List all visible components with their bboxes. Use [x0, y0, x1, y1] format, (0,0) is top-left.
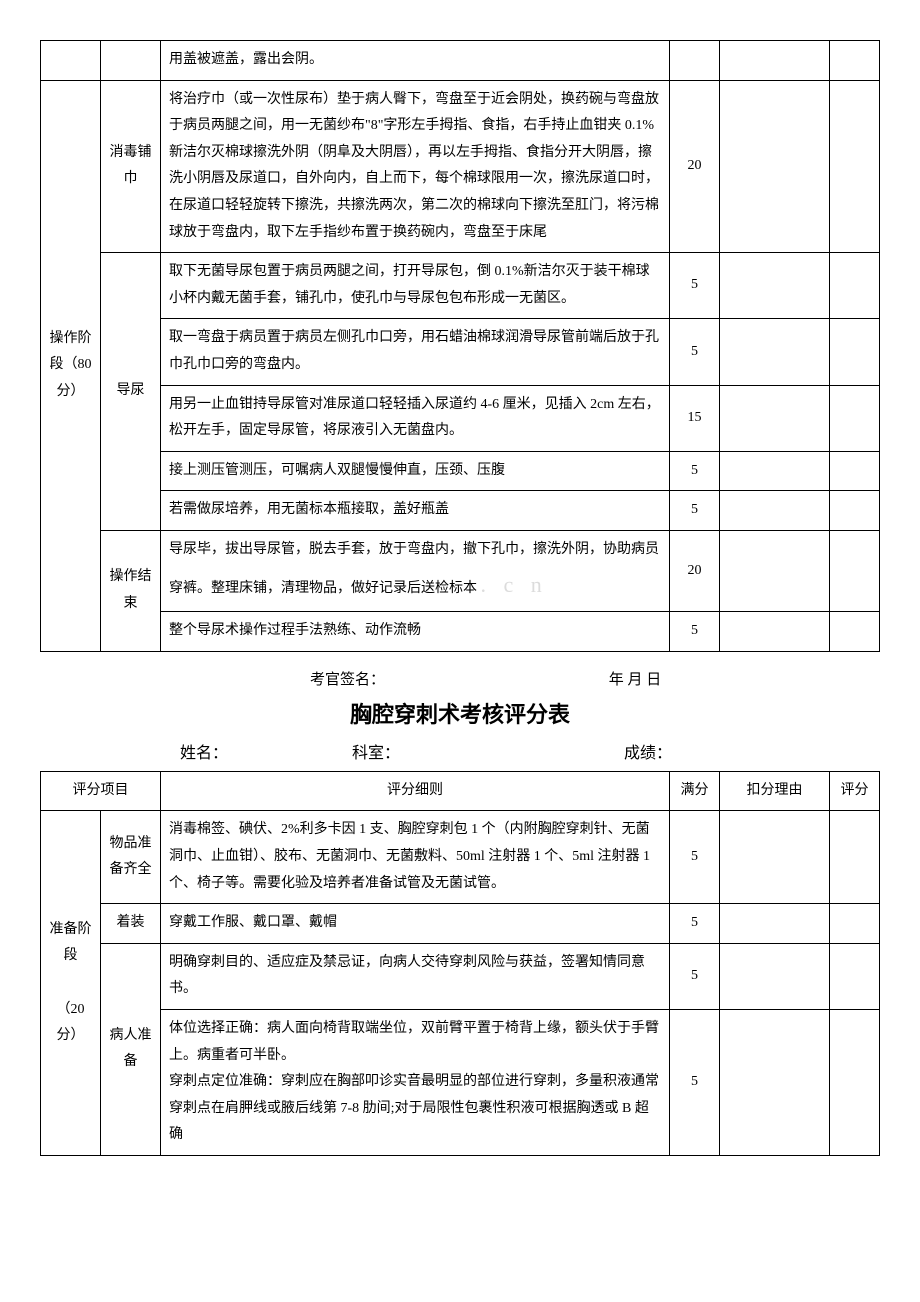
- hdr-grade: 评分: [830, 771, 880, 811]
- detail-cell: 穿戴工作服、戴口罩、戴帽: [161, 904, 670, 944]
- table-row: 用另一止血钳持导尿管对准尿道口轻轻插入尿道约 4-6 厘米，见插入 2cm 左右…: [41, 385, 880, 451]
- score-cell: 5: [670, 253, 720, 319]
- detail-cell: 整个导尿术操作过程手法熟练、动作流畅: [161, 612, 670, 652]
- table-row: 操作结束 导尿毕，拔出导尿管，脱去手套，放于弯盘内，撤下孔巾，擦洗外阴，协助病员…: [41, 530, 880, 611]
- detail-cell: 取下无菌导尿包置于病员两腿之间，打开导尿包，倒 0.1%新洁尔灭于装干棉球小杯内…: [161, 253, 670, 319]
- phase-cell: 准备阶段 （20分）: [41, 811, 101, 1156]
- detail-cell: 体位选择正确：病人面向椅背取端坐位，双前臂平置于椅背上缘，额头伏于手臂上。病重者…: [161, 1010, 670, 1156]
- watermark-text: . c n: [481, 572, 548, 597]
- hdr-full: 满分: [670, 771, 720, 811]
- sub-cell: 消毒铺巾: [101, 80, 161, 253]
- score-cell: 5: [670, 491, 720, 531]
- score-cell: 5: [670, 451, 720, 491]
- sub-cell: 着装: [101, 904, 161, 944]
- score-cell: 5: [670, 612, 720, 652]
- score-cell: 5: [670, 943, 720, 1009]
- score-cell: 20: [670, 530, 720, 611]
- date-label: 年 月 日: [609, 668, 662, 689]
- score-cell: 5: [670, 904, 720, 944]
- sub-cell: 操作结束: [101, 530, 161, 651]
- table-row: 整个导尿术操作过程手法熟练、动作流畅 5: [41, 612, 880, 652]
- score-cell: 15: [670, 385, 720, 451]
- hdr-detail: 评分细则: [161, 771, 670, 811]
- thoracentesis-table: 评分项目 评分细则 满分 扣分理由 评分 准备阶段 （20分） 物品准备齐全 消…: [40, 771, 880, 1156]
- catheterization-table: 用盖被遮盖，露出会阴。 操作阶段（80 分） 消毒铺巾 将治疗巾（或一次性尿布）…: [40, 40, 880, 652]
- table-header-row: 评分项目 评分细则 满分 扣分理由 评分: [41, 771, 880, 811]
- table-row: 体位选择正确：病人面向椅背取端坐位，双前臂平置于椅背上缘，额头伏于手臂上。病重者…: [41, 1010, 880, 1156]
- table-row: 准备阶段 （20分） 物品准备齐全 消毒棉签、碘伏、2%利多卡因 1 支、胸腔穿…: [41, 811, 880, 904]
- table-row: 用盖被遮盖，露出会阴。: [41, 41, 880, 81]
- sub-cell: 病人准备: [101, 943, 161, 1155]
- name-label: 姓名：: [180, 739, 228, 763]
- phase-cell: 操作阶段（80 分）: [41, 80, 101, 651]
- score-cell: 20: [670, 80, 720, 253]
- table-row: 接上测压管测压，可嘱病人双腿慢慢伸直，压颈、压腹 5: [41, 451, 880, 491]
- table-row: 取一弯盘于病员置于病员左侧孔巾口旁，用石蜡油棉球润滑导尿管前端后放于孔巾孔巾口旁…: [41, 319, 880, 385]
- score-label: 成绩：: [624, 739, 672, 763]
- info-line: 姓名： 科室： 成绩：: [40, 739, 880, 763]
- sub-cell: 物品准备齐全: [101, 811, 161, 904]
- detail-cell: 将治疗巾（或一次性尿布）垫于病人臀下，弯盘至于近会阴处，换药碗与弯盘放于病员两腿…: [161, 80, 670, 253]
- table-row: 若需做尿培养，用无菌标本瓶接取，盖好瓶盖 5: [41, 491, 880, 531]
- table-row: 操作阶段（80 分） 消毒铺巾 将治疗巾（或一次性尿布）垫于病人臀下，弯盘至于近…: [41, 80, 880, 253]
- detail-cell: 明确穿刺目的、适应症及禁忌证，向病人交待穿刺风险与获益，签署知情同意书。: [161, 943, 670, 1009]
- detail-cell: 用盖被遮盖，露出会阴。: [161, 41, 670, 81]
- form-title: 胸腔穿刺术考核评分表: [40, 697, 880, 729]
- detail-cell: 导尿毕，拔出导尿管，脱去手套，放于弯盘内，撤下孔巾，擦洗外阴，协助病员穿裤。整理…: [161, 530, 670, 611]
- detail-cell: 取一弯盘于病员置于病员左侧孔巾口旁，用石蜡油棉球润滑导尿管前端后放于孔巾孔巾口旁…: [161, 319, 670, 385]
- table-row: 病人准备 明确穿刺目的、适应症及禁忌证，向病人交待穿刺风险与获益，签署知情同意书…: [41, 943, 880, 1009]
- detail-cell: 用另一止血钳持导尿管对准尿道口轻轻插入尿道约 4-6 厘米，见插入 2cm 左右…: [161, 385, 670, 451]
- score-cell: 5: [670, 1010, 720, 1156]
- dept-label: 科室：: [352, 739, 400, 763]
- signature-line: 考官签名： 年 月 日: [40, 668, 880, 689]
- detail-cell: 消毒棉签、碘伏、2%利多卡因 1 支、胸腔穿刺包 1 个（内附胸腔穿刺针、无菌洞…: [161, 811, 670, 904]
- hdr-item: 评分项目: [41, 771, 161, 811]
- detail-cell: 若需做尿培养，用无菌标本瓶接取，盖好瓶盖: [161, 491, 670, 531]
- hdr-reason: 扣分理由: [720, 771, 830, 811]
- score-cell: 5: [670, 319, 720, 385]
- detail-cell: 接上测压管测压，可嘱病人双腿慢慢伸直，压颈、压腹: [161, 451, 670, 491]
- score-cell: 5: [670, 811, 720, 904]
- table-row: 着装 穿戴工作服、戴口罩、戴帽 5: [41, 904, 880, 944]
- detail-text: 导尿毕，拔出导尿管，脱去手套，放于弯盘内，撤下孔巾，擦洗外阴，协助病员穿裤。整理…: [169, 542, 659, 596]
- sub-cell: 导尿: [101, 253, 161, 531]
- examiner-sign-label: 考官签名：: [310, 668, 385, 689]
- table-row: 导尿 取下无菌导尿包置于病员两腿之间，打开导尿包，倒 0.1%新洁尔灭于装干棉球…: [41, 253, 880, 319]
